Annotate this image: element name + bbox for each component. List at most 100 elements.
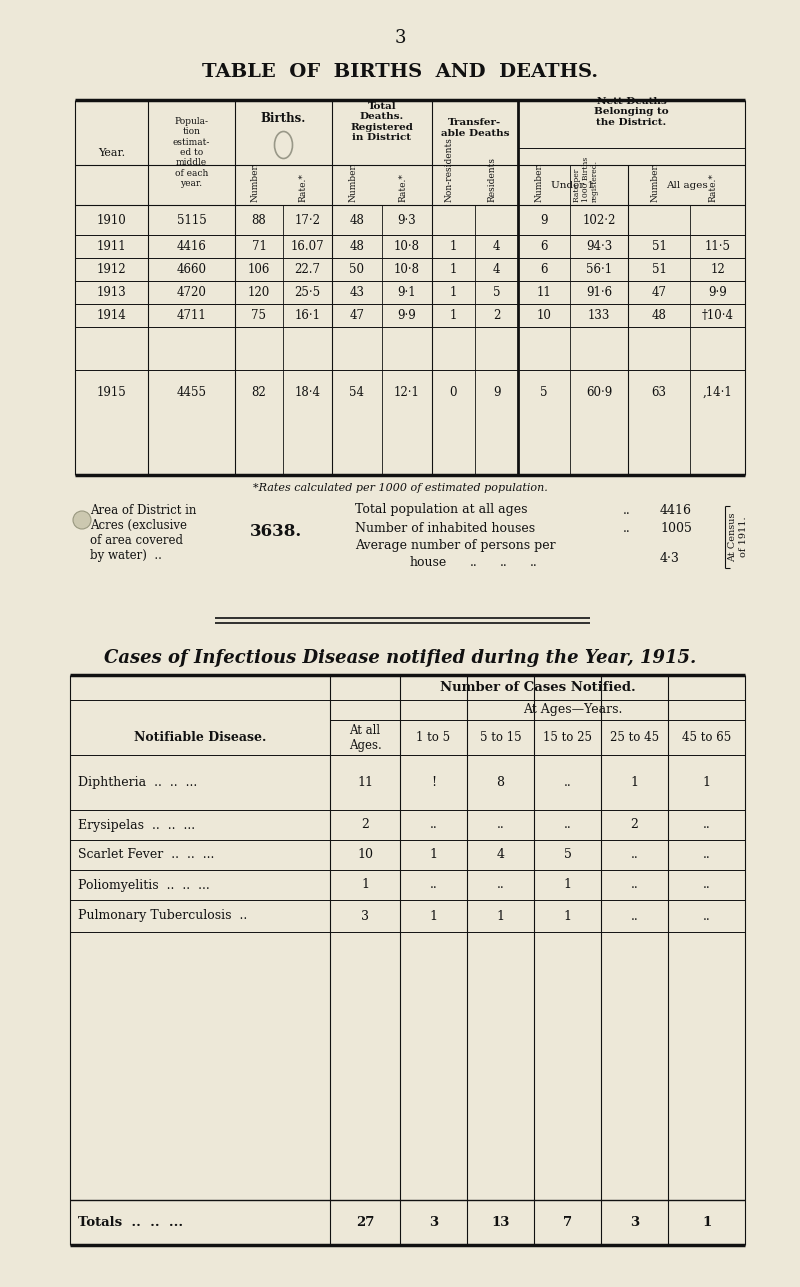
Text: At all
Ages.: At all Ages. xyxy=(349,723,382,752)
Text: Transfer-
able Deaths: Transfer- able Deaths xyxy=(441,118,510,138)
Text: Rate.*: Rate.* xyxy=(298,174,307,202)
Text: Residents: Residents xyxy=(487,157,497,202)
Text: Number.: Number. xyxy=(650,162,659,202)
Text: 13: 13 xyxy=(491,1216,510,1229)
Text: 4: 4 xyxy=(493,263,500,275)
Text: 1: 1 xyxy=(702,776,710,789)
Text: 4416: 4416 xyxy=(177,239,206,254)
Text: Totals  ..  ..  ...: Totals .. .. ... xyxy=(78,1216,183,1229)
Text: Popula-
tion
estimat-
ed to
middle
of each
year.: Popula- tion estimat- ed to middle of ea… xyxy=(173,117,210,188)
Text: ,14·1: ,14·1 xyxy=(702,386,732,399)
Text: Pulmonary Tuberculosis  ..: Pulmonary Tuberculosis .. xyxy=(78,910,247,923)
Text: 25 to 45: 25 to 45 xyxy=(610,731,659,744)
Text: 1: 1 xyxy=(563,879,571,892)
Text: 51: 51 xyxy=(651,239,666,254)
Text: 9·3: 9·3 xyxy=(398,214,416,227)
Text: 1915: 1915 xyxy=(97,386,126,399)
Text: Number of inhabited houses: Number of inhabited houses xyxy=(355,521,535,534)
Text: 1913: 1913 xyxy=(97,286,126,299)
Text: 12·1: 12·1 xyxy=(394,386,420,399)
Text: 6: 6 xyxy=(540,263,548,275)
Text: 1: 1 xyxy=(450,286,457,299)
Text: 11·5: 11·5 xyxy=(705,239,730,254)
Text: 11: 11 xyxy=(537,286,551,299)
Text: 10·8: 10·8 xyxy=(394,263,420,275)
Text: 43: 43 xyxy=(350,286,365,299)
Text: Rate per
1000 Births
registered.: Rate per 1000 Births registered. xyxy=(573,157,599,202)
Text: 120: 120 xyxy=(248,286,270,299)
Text: 3: 3 xyxy=(361,910,369,923)
Text: 9·9: 9·9 xyxy=(708,286,727,299)
Text: All ages: All ages xyxy=(666,180,707,189)
Text: Acres (exclusive: Acres (exclusive xyxy=(90,519,187,532)
Text: ..: .. xyxy=(497,819,504,831)
Text: 75: 75 xyxy=(251,309,266,322)
Text: Rate.*: Rate.* xyxy=(709,174,718,202)
Text: ..: .. xyxy=(623,503,630,516)
Text: 51: 51 xyxy=(651,263,666,275)
Text: ..: .. xyxy=(630,910,638,923)
Text: 27: 27 xyxy=(356,1216,374,1229)
Text: *Rates calculated per 1000 of estimated population.: *Rates calculated per 1000 of estimated … xyxy=(253,483,547,493)
Text: At Ages—Years.: At Ages—Years. xyxy=(523,704,622,717)
Text: 2: 2 xyxy=(361,819,369,831)
Text: 2: 2 xyxy=(493,309,500,322)
Text: 9: 9 xyxy=(493,386,500,399)
Text: 17·2: 17·2 xyxy=(294,214,321,227)
Text: 45 to 65: 45 to 65 xyxy=(682,731,731,744)
Text: 106: 106 xyxy=(248,263,270,275)
Text: 8: 8 xyxy=(497,776,505,789)
Text: 48: 48 xyxy=(651,309,666,322)
Text: ..: .. xyxy=(500,556,508,569)
Text: 1911: 1911 xyxy=(97,239,126,254)
Text: 16·1: 16·1 xyxy=(294,309,321,322)
Text: ..: .. xyxy=(564,819,571,831)
Text: 1: 1 xyxy=(497,910,505,923)
Text: Number of Cases Notified.: Number of Cases Notified. xyxy=(440,681,635,694)
Text: 9·9: 9·9 xyxy=(398,309,416,322)
Text: Total population at all ages: Total population at all ages xyxy=(355,503,527,516)
Text: 4660: 4660 xyxy=(177,263,206,275)
Text: Poliomyelitis  ..  ..  ...: Poliomyelitis .. .. ... xyxy=(78,879,210,892)
Text: 50: 50 xyxy=(350,263,365,275)
Text: 1: 1 xyxy=(563,910,571,923)
Text: 10: 10 xyxy=(357,848,373,861)
Text: 1: 1 xyxy=(702,1216,711,1229)
Text: Year.: Year. xyxy=(98,148,125,157)
Text: ..: .. xyxy=(702,819,710,831)
Text: ..: .. xyxy=(702,910,710,923)
Text: TABLE  OF  BIRTHS  AND  DEATHS.: TABLE OF BIRTHS AND DEATHS. xyxy=(202,63,598,81)
Text: 82: 82 xyxy=(252,386,266,399)
Text: 60·9: 60·9 xyxy=(586,386,612,399)
Text: 9·1: 9·1 xyxy=(398,286,416,299)
Text: 94·3: 94·3 xyxy=(586,239,612,254)
Text: 1005: 1005 xyxy=(660,521,692,534)
Text: At Census
of 1911.: At Census of 1911. xyxy=(728,512,748,561)
Text: 91·6: 91·6 xyxy=(586,286,612,299)
Text: 48: 48 xyxy=(350,214,365,227)
Text: 4: 4 xyxy=(497,848,505,861)
Ellipse shape xyxy=(274,130,294,160)
Text: ..: .. xyxy=(430,819,438,831)
Text: 1: 1 xyxy=(450,239,457,254)
Text: 54: 54 xyxy=(350,386,365,399)
Text: 1: 1 xyxy=(430,910,438,923)
Text: 4·3: 4·3 xyxy=(660,552,680,565)
Text: 3: 3 xyxy=(630,1216,639,1229)
Text: 10·8: 10·8 xyxy=(394,239,420,254)
Text: Cases of Infectious Disease notified during the Year, 1915.: Cases of Infectious Disease notified dur… xyxy=(104,649,696,667)
Text: 7: 7 xyxy=(563,1216,572,1229)
Text: ..: .. xyxy=(497,879,504,892)
Text: 48: 48 xyxy=(350,239,365,254)
Text: Average number of persons per: Average number of persons per xyxy=(355,539,556,552)
Text: ..: .. xyxy=(470,556,478,569)
Text: 1912: 1912 xyxy=(97,263,126,275)
Text: Scarlet Fever  ..  ..  ...: Scarlet Fever .. .. ... xyxy=(78,848,214,861)
Text: ..: .. xyxy=(702,848,710,861)
Text: 4416: 4416 xyxy=(660,503,692,516)
Text: 9: 9 xyxy=(540,214,548,227)
Text: Total
Deaths.
Registered
in District: Total Deaths. Registered in District xyxy=(350,102,414,142)
Text: ..: .. xyxy=(564,776,571,789)
Text: †10·4: †10·4 xyxy=(702,309,734,322)
Text: 0: 0 xyxy=(450,386,458,399)
